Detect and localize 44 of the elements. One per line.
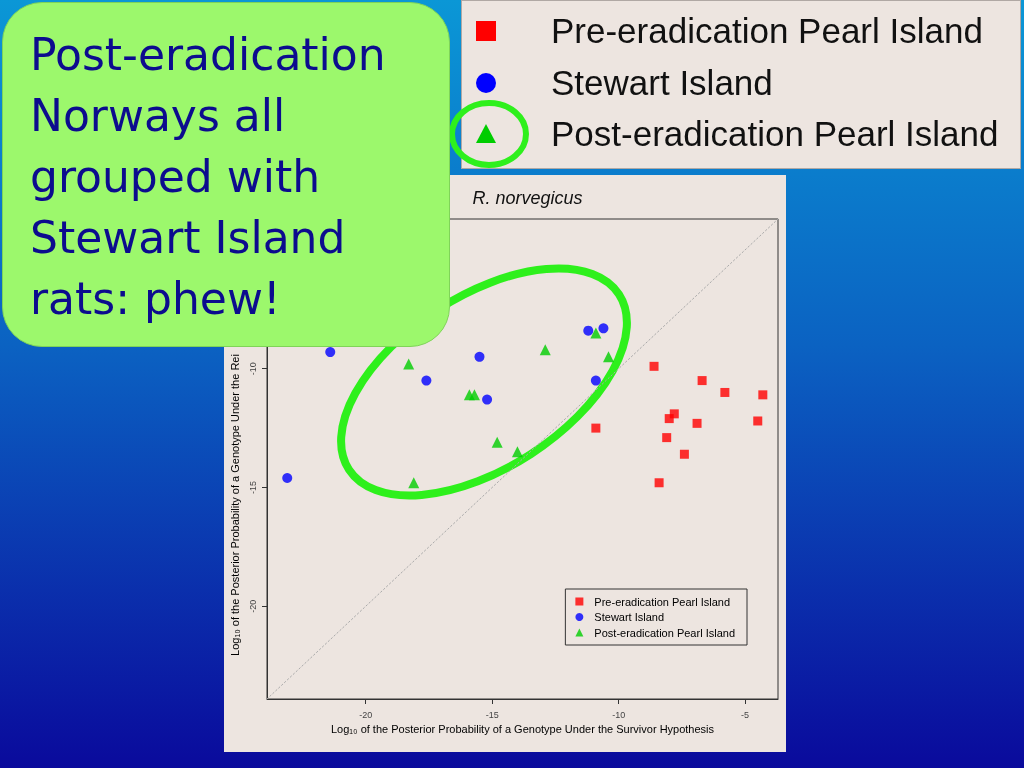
point [539,344,551,356]
point [408,477,420,489]
point [421,375,432,386]
point [654,478,664,488]
point [590,375,601,386]
point [511,446,523,458]
point [664,414,674,424]
y-tick-label: -20 [247,599,258,613]
y-tick-label: -10 [247,362,258,376]
point [662,433,672,443]
point [753,416,763,426]
x-tick-label: -15 [485,709,499,720]
legend-label: Post-eradication Pearl Island [594,626,736,639]
point [491,436,503,448]
y-tick-label: -15 [247,481,258,495]
point [403,358,415,370]
point [482,394,493,405]
point [692,418,702,428]
x-tick-label: -20 [359,709,373,720]
x-axis-title: Log₁₀ of the Posterior Probability of a Genotype Under the Survivor Hypothesis [330,723,715,736]
point [583,325,594,336]
text: Post-eradication Pearl Island [551,114,999,153]
point [282,473,293,484]
x-tick-label: -10 [612,709,626,720]
annotation: Post-eradication Norways all grouped with Stewart Island rats: phew! [30,28,387,326]
point [679,449,689,459]
point [474,351,485,362]
text: Pre-eradication Pearl Island [551,11,983,50]
point [758,390,768,400]
point [590,327,602,339]
text: Stewart Island [551,62,773,102]
point [325,347,336,358]
chart-title: R. norvegicus [472,188,583,208]
point [697,376,707,386]
legend-label: Pre-eradication Pearl Island [594,595,731,608]
legend-label: Stewart Island [594,611,665,623]
point [720,387,730,397]
y-axis-title: Log₁₀ of the Posterior Probability of a Genotype Under the Rei [228,354,241,656]
point [591,423,601,433]
point [649,361,659,371]
x-tick-label: -5 [741,709,750,720]
point [603,351,615,363]
point [468,389,480,401]
point [598,323,609,334]
